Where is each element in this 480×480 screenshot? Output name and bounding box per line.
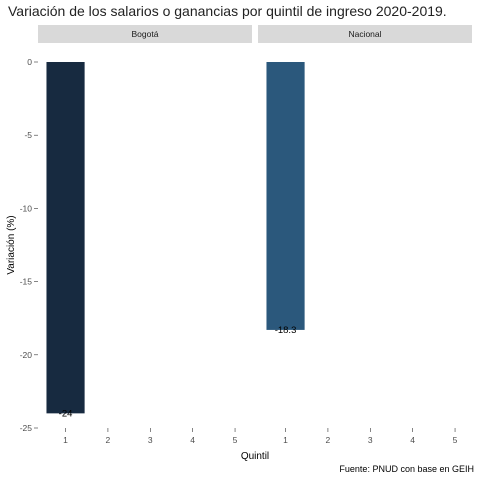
- y-tick-label: -5: [24, 130, 32, 140]
- bar: [46, 62, 85, 414]
- chart-caption: Fuente: PNUD con base en GEIH: [339, 464, 474, 474]
- x-tick-label: 3: [368, 435, 373, 445]
- x-tick-label: 5: [233, 435, 238, 445]
- x-tick-label: 4: [410, 435, 415, 445]
- y-tick-label: -25: [20, 423, 33, 433]
- y-axis: 0 -5 -10 -15 -20 -25: [20, 57, 38, 433]
- x-tick-label: 5: [453, 435, 458, 445]
- facet-strip-label: Bogotá: [132, 29, 159, 39]
- y-tick-label: -15: [20, 277, 33, 287]
- facet-panel: Bogotá -24 1 2 3 4 5: [38, 25, 252, 445]
- x-tick-label: 3: [148, 435, 153, 445]
- x-tick-label: 1: [283, 435, 288, 445]
- data-label: -18.3: [275, 325, 297, 336]
- facet-strip: [38, 25, 252, 43]
- y-axis-title: Variación (%): [6, 215, 17, 274]
- y-tick-label: -20: [20, 350, 33, 360]
- y-tick-label: -10: [20, 203, 33, 213]
- data-label: -24: [59, 408, 73, 419]
- x-axis-title: Quintil: [241, 451, 269, 462]
- x-tick-label: 4: [190, 435, 195, 445]
- facet-panels: Bogotá -24 1 2 3 4 5 Nacional -18.3 1 2 3 4 5: [38, 25, 472, 445]
- facet-panel: Nacional -18.3 1 2 3 4 5: [258, 25, 472, 445]
- facet-strip: [258, 25, 472, 43]
- facet-strip-label: Nacional: [348, 29, 381, 39]
- bar: [266, 62, 305, 330]
- x-tick-label: 1: [63, 435, 68, 445]
- chart-title: Variación de los salarios o ganancias po…: [8, 3, 447, 19]
- x-tick-label: 2: [106, 435, 111, 445]
- y-tick-label: 0: [27, 57, 32, 67]
- x-tick-label: 2: [326, 435, 331, 445]
